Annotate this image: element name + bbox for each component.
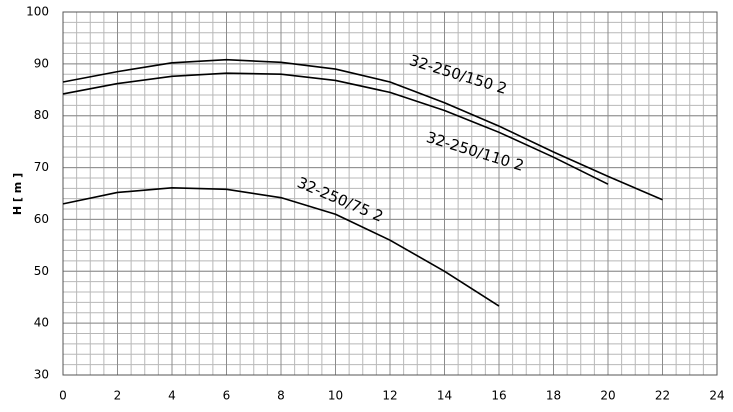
x-tick-label: 22 [655,389,670,403]
x-tick-label: 20 [600,389,615,403]
x-tick-label: 24 [709,389,724,403]
x-tick-label: 12 [382,389,397,403]
plot-frame [62,11,718,376]
y-tick-label: 30 [34,368,49,382]
y-tick-label: 100 [26,5,49,19]
curve [62,72,609,185]
curve [62,186,500,307]
x-tick-label: 10 [328,389,343,403]
y-tick-label: 90 [34,56,49,70]
y-tick-label: 50 [34,264,49,278]
x-tick-label: 18 [546,389,561,403]
y-tick-label: 80 [34,108,49,122]
x-tick-label: 2 [114,389,122,403]
x-tick-label: 4 [168,389,176,403]
x-tick-label: 6 [223,389,231,403]
y-axis-label: H [ m ] [11,173,24,215]
curve [62,58,663,201]
y-tick-label: 60 [34,212,49,226]
x-tick-label: 16 [491,389,506,403]
x-tick-label: 0 [59,389,67,403]
y-tick-label: 70 [34,160,49,174]
y-tick-label: 40 [34,316,49,330]
x-tick-label: 8 [277,389,285,403]
x-tick-label: 14 [437,389,452,403]
